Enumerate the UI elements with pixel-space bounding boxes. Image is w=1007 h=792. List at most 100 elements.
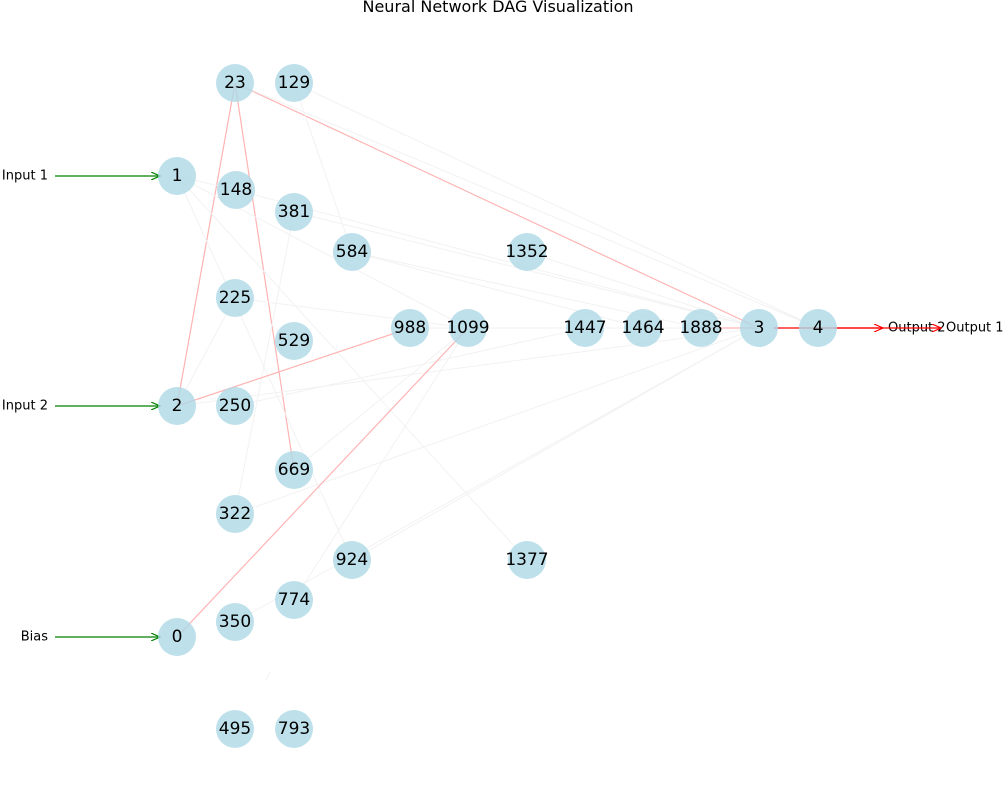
- edge-129-4: [293, 82, 819, 329]
- input-label: Input 2: [2, 399, 48, 414]
- node-circle: [508, 233, 546, 271]
- edge-23-2: [176, 82, 236, 407]
- node-circle: [216, 603, 254, 641]
- node-4: 4: [799, 309, 837, 347]
- node-584: 584: [333, 233, 371, 271]
- edge-23-3: [234, 82, 760, 329]
- node-circle: [216, 64, 254, 102]
- node-label: 250: [219, 396, 251, 416]
- node-circle: [216, 710, 254, 748]
- node-label: 4: [813, 318, 824, 338]
- node-circle: [333, 541, 371, 579]
- node-circle: [333, 233, 371, 271]
- node-label: 1447: [563, 318, 606, 338]
- node-988: 988: [391, 309, 429, 347]
- node-225: 225: [216, 279, 254, 317]
- node-circle: [216, 387, 254, 425]
- node-label: 322: [219, 504, 251, 524]
- edge-225-2: [176, 297, 236, 407]
- node-label: 1: [172, 166, 183, 186]
- node-circle: [217, 171, 255, 209]
- diagram-title: Neural Network DAG Visualization: [362, 0, 634, 16]
- node-1352: 1352: [505, 233, 549, 271]
- node-label: 793: [278, 719, 310, 739]
- node-23: 23: [216, 64, 254, 102]
- node-381: 381: [275, 193, 313, 231]
- edge-924-3: [351, 327, 760, 561]
- node-0: 0: [158, 618, 196, 656]
- edge-2-988: [176, 327, 411, 407]
- output-label: Output 1: [946, 321, 1004, 336]
- node-label: 924: [336, 550, 368, 570]
- edge-1-1377: [176, 175, 528, 561]
- node-1447: 1447: [563, 309, 607, 347]
- node-circle: [275, 322, 313, 360]
- node-circle: [740, 309, 778, 347]
- node-label: 1888: [679, 318, 722, 338]
- node-label: 774: [278, 590, 310, 610]
- node-350: 350: [216, 603, 254, 641]
- node-1464: 1464: [621, 309, 665, 347]
- node-924: 924: [333, 541, 371, 579]
- node-2: 2: [158, 387, 196, 425]
- node-label: 3: [754, 318, 765, 338]
- node-529: 529: [275, 322, 313, 360]
- edge-350-3: [234, 327, 760, 623]
- edge-250-1447: [234, 327, 586, 407]
- edge-774-1099: [293, 327, 469, 601]
- node-circle: [508, 541, 546, 579]
- node-circle: [275, 64, 313, 102]
- node-circle: [566, 309, 604, 347]
- edge-2-3: [176, 327, 760, 407]
- node-circle: [624, 309, 662, 347]
- node-label: 2: [172, 396, 183, 416]
- node-148: 148: [217, 171, 255, 209]
- edges-layer: [176, 82, 819, 681]
- edge-225-1099: [234, 297, 469, 329]
- node-circle: [275, 451, 313, 489]
- node-1377: 1377: [505, 541, 549, 579]
- node-3: 3: [740, 309, 778, 347]
- node-1: 1: [158, 157, 196, 195]
- edge-1352-3: [526, 251, 760, 329]
- node-label: 495: [219, 719, 251, 739]
- edge-stub: [265, 671, 271, 681]
- node-250: 250: [216, 387, 254, 425]
- node-circle: [158, 157, 196, 195]
- node-label: 225: [219, 288, 251, 308]
- node-label: 529: [278, 331, 310, 351]
- node-circle: [158, 618, 196, 656]
- node-label: 148: [220, 180, 252, 200]
- node-label: 1377: [505, 550, 548, 570]
- node-label: 584: [336, 242, 368, 262]
- edge-23-669: [234, 82, 295, 471]
- node-circle: [391, 309, 429, 347]
- node-label: 1464: [621, 318, 664, 338]
- edge-23-4: [234, 82, 819, 329]
- edge-381-322: [234, 211, 295, 515]
- node-circle: [275, 710, 313, 748]
- node-label: 1352: [505, 242, 548, 262]
- node-circle: [216, 279, 254, 317]
- node-label: 350: [219, 612, 251, 632]
- edge-322-3: [234, 327, 760, 515]
- node-label: 1099: [446, 318, 489, 338]
- node-circle: [275, 193, 313, 231]
- node-circle: [682, 309, 720, 347]
- edge-148-3: [235, 189, 760, 329]
- node-669: 669: [275, 451, 313, 489]
- node-label: 23: [224, 73, 246, 93]
- node-circle: [799, 309, 837, 347]
- node-label: 381: [278, 202, 310, 222]
- input-label: Bias: [21, 630, 48, 645]
- input-label: Input 1: [2, 169, 48, 184]
- node-label: 988: [394, 318, 426, 338]
- node-circle: [216, 495, 254, 533]
- node-1099: 1099: [446, 309, 490, 347]
- node-793: 793: [275, 710, 313, 748]
- edge-669-1099: [293, 327, 469, 471]
- node-circle: [275, 581, 313, 619]
